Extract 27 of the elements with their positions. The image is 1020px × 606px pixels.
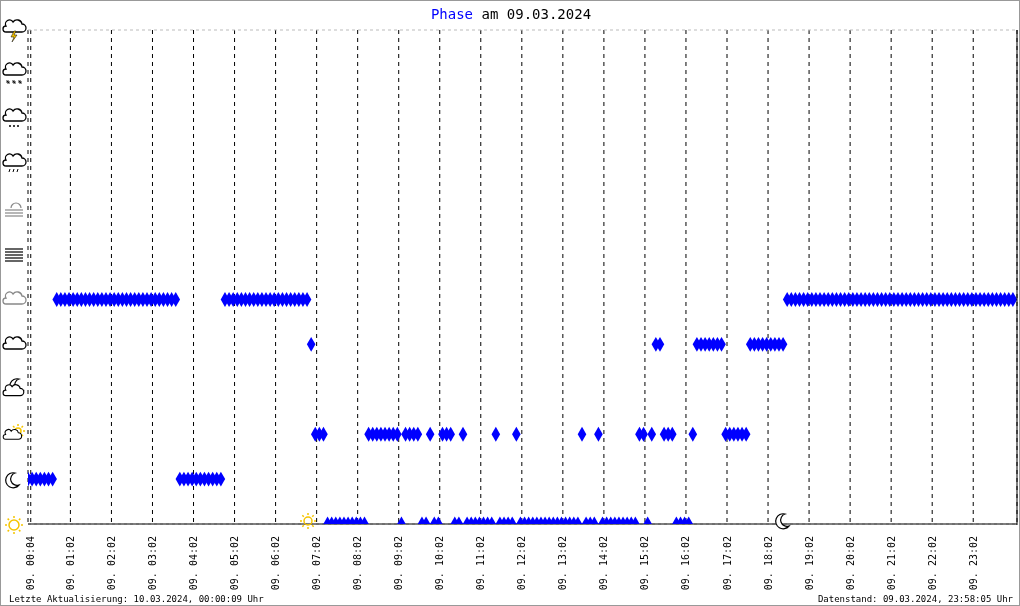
x-tick-label: 09. 07:02 <box>311 536 323 591</box>
x-tick-label: 09. 13:02 <box>557 536 569 591</box>
x-tick-label: 09. 18:02 <box>762 536 774 591</box>
x-tick-label: 09. 01:02 <box>64 536 76 591</box>
x-tick-label: 09. 23:02 <box>967 536 979 591</box>
x-tick-label: 09. 08:02 <box>352 536 364 591</box>
x-tick-label: 09. 17:02 <box>721 536 733 591</box>
x-tick-label: 09. 16:02 <box>680 536 692 591</box>
text: Datenstand: 09.03.2024, 23:58:05 Uhr <box>817 594 1014 604</box>
x-tick-label: 09. 04:02 <box>188 536 200 591</box>
x-tick-label: 09. 14:02 <box>598 536 610 591</box>
x-tick-label: 09. 09:02 <box>393 536 405 591</box>
x-tick-label: 09. 20:02 <box>844 536 856 591</box>
x-tick-label: 09. 19:02 <box>803 536 815 591</box>
x-tick-label: 09. 21:02 <box>885 536 897 591</box>
x-tick-label: 09. 03:02 <box>146 536 158 591</box>
x-tick-label: 09. 00:04 <box>25 536 37 591</box>
text: Letzte Aktualisierung: 10.03.2024, 00:00:09 Uhr <box>9 594 265 604</box>
x-tick-label: 09. 05:02 <box>229 536 241 591</box>
x-tick-label: 09. 10:02 <box>434 536 446 591</box>
x-tick-label: 09. 12:02 <box>516 536 528 591</box>
x-tick-label: 09. 22:02 <box>926 536 938 591</box>
x-tick-label: 09. 11:02 <box>475 536 487 591</box>
x-tick-label: 09. 06:02 <box>270 536 282 591</box>
x-tick-label: 09. 15:02 <box>639 536 651 591</box>
chart-title: Phase am 09.03.2024 <box>430 6 592 22</box>
x-tick-label: 09. 02:02 <box>105 536 117 591</box>
